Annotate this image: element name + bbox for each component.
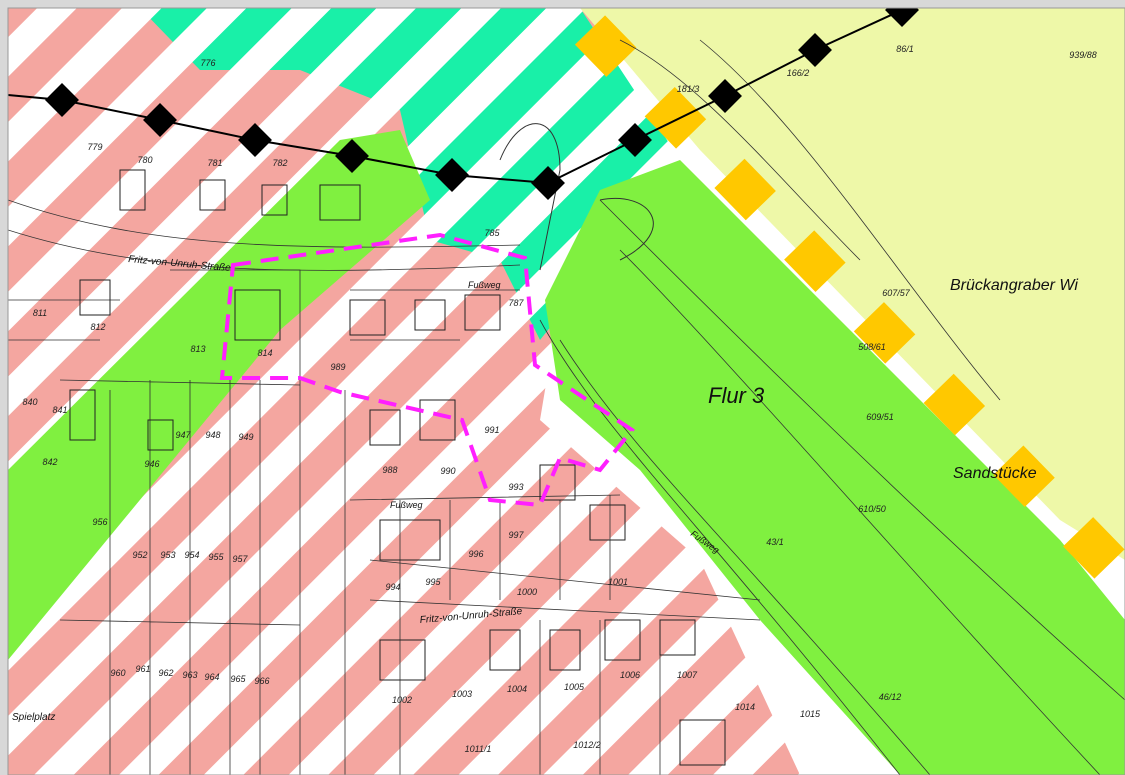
parcel-number: 1006 <box>620 670 640 680</box>
parcel-number: 946 <box>144 459 159 469</box>
parcel-number: 957 <box>232 554 248 564</box>
parcel-numbers: 776 779 780 781 782 785 787 811 812 813 … <box>22 44 1096 754</box>
parcel-number: 991 <box>484 425 499 435</box>
parcel-number: 990 <box>440 466 455 476</box>
parcel-number: 811 <box>33 308 47 318</box>
parcel-number: 782 <box>272 158 287 168</box>
parcel-number: 939/88 <box>1069 50 1097 60</box>
parcel-number: 952 <box>132 550 147 560</box>
planning-boundary <box>219 232 635 508</box>
parcel-number: 953 <box>160 550 175 560</box>
parcel-number: 1004 <box>507 684 527 694</box>
parcel-number: 781 <box>207 158 222 168</box>
parcel-number: 779 <box>87 142 102 152</box>
parcel-number: 961 <box>135 664 150 674</box>
green-zone <box>545 160 1125 775</box>
field-name: Sandstücke <box>953 465 1037 482</box>
parcel-number: 46/12 <box>879 692 902 702</box>
parcel-number: 785 <box>484 228 500 238</box>
parcel-number: 776 <box>200 58 215 68</box>
parcel-number: 996 <box>468 549 483 559</box>
parcel-number: 1000 <box>517 587 537 597</box>
parcel-number: 780 <box>137 155 152 165</box>
yellow-zone <box>580 8 1125 560</box>
parcel-number: 842 <box>42 457 57 467</box>
parcel-number: 841 <box>52 405 67 415</box>
parcel-number: 607/57 <box>882 288 911 298</box>
parcel-number: 1002 <box>392 695 412 705</box>
parcel-number: 947 <box>175 430 191 440</box>
parcel-number: 964 <box>204 672 219 682</box>
parcel-number: 1003 <box>452 689 472 699</box>
green-band <box>8 130 430 660</box>
parcel-number: 1011/1 <box>465 744 492 754</box>
map-frame <box>7 7 1125 775</box>
parcel-number: 954 <box>184 550 199 560</box>
parcel-number: 813 <box>190 344 205 354</box>
parcel-number: 948 <box>205 430 220 440</box>
parcel-number: 787 <box>508 298 524 308</box>
buildings <box>69 169 726 766</box>
footpath-label: Fußweg <box>390 500 423 510</box>
parcel-number: 86/1 <box>896 44 914 54</box>
parcel-number: 1015 <box>800 709 821 719</box>
playground-label: Spielplatz <box>12 712 55 723</box>
parcel-number: 995 <box>425 577 441 587</box>
parcel-number: 962 <box>158 668 173 678</box>
parcel-number: 966 <box>254 676 269 686</box>
parcel-number: 993 <box>508 482 523 492</box>
parcel-number: 840 <box>22 397 37 407</box>
parcel-number: 1012/2 <box>573 740 601 750</box>
parcel-number: 1001 <box>608 577 628 587</box>
parcel-number: 988 <box>382 465 397 475</box>
parcel-number: 994 <box>385 582 400 592</box>
parcel-number: 181/3 <box>677 84 700 94</box>
cadastral-lines <box>8 39 1125 775</box>
parcel-number: 963 <box>182 670 197 680</box>
orange-band <box>574 15 1125 595</box>
parcel-number: 960 <box>110 668 125 678</box>
map-area: Flur 3 Brückangraber Wi Sandstücke Fritz… <box>8 8 1125 775</box>
teal-zone <box>140 8 700 340</box>
parcel-number: 989 <box>330 362 345 372</box>
parcel-number: 965 <box>230 674 246 684</box>
parcel-number: 812 <box>90 322 105 332</box>
parcel-number: 949 <box>238 432 253 442</box>
parcel-number: 1007 <box>677 670 698 680</box>
parcel-number: 955 <box>208 552 224 562</box>
field-name: Brückangraber Wi <box>950 277 1078 294</box>
parcel-number: 956 <box>92 517 107 527</box>
parcel-number: 814 <box>257 348 272 358</box>
parcel-number: 508/61 <box>858 342 886 352</box>
parcel-number: 610/50 <box>858 504 886 514</box>
parcel-number: 609/51 <box>866 412 894 422</box>
parcel-number: 997 <box>508 530 524 540</box>
parcel-number: 1005 <box>564 682 585 692</box>
parcel-number: 43/1 <box>766 537 784 547</box>
parcel-number: 1014 <box>735 702 755 712</box>
parcel-number: 166/2 <box>787 68 810 78</box>
footpath-label: Fußweg <box>468 280 501 290</box>
flur-label: Flur 3 <box>708 383 765 408</box>
